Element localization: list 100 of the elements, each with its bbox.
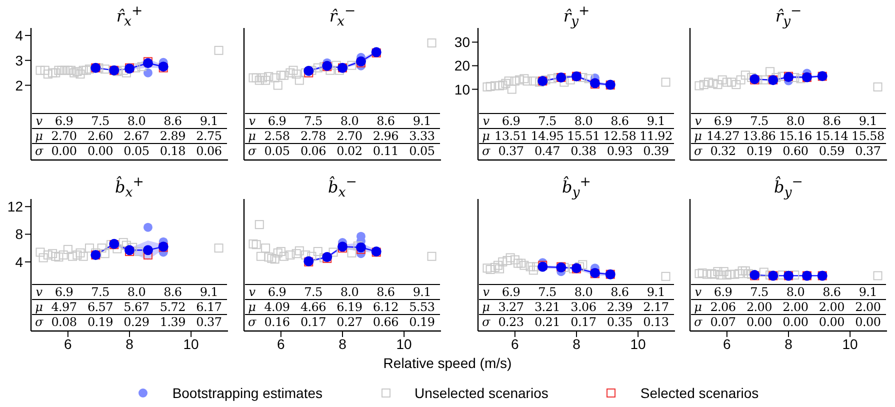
- data-label: 5.72: [158, 300, 186, 314]
- data-label: 8.6: [376, 285, 396, 299]
- data-label: 8.0: [339, 285, 360, 299]
- data-label: 14.27: [706, 129, 740, 143]
- data-label: 2.70: [336, 129, 364, 143]
- y-tick-label: σ: [692, 144, 704, 158]
- data-label: 15.14: [814, 129, 850, 143]
- data-label: 2.58: [263, 129, 291, 143]
- data-label: 2.00: [782, 300, 810, 314]
- data-label: 3.27: [497, 300, 525, 314]
- data-label: 2.89: [158, 129, 186, 143]
- data-label: 7.5: [90, 285, 110, 299]
- y-tick-label: v: [694, 285, 702, 299]
- data-label: 7.5: [90, 114, 110, 128]
- data-label: 12.58: [602, 129, 638, 143]
- x-tick-label: 10: [396, 336, 412, 352]
- x-tick-label: 10: [630, 336, 646, 352]
- y-tick-label: v: [248, 285, 256, 299]
- data-label: 7.5: [749, 114, 770, 128]
- data-label: 0.16: [263, 315, 291, 329]
- y-tick-label: μ: [481, 300, 491, 314]
- data-label: 0.02: [336, 144, 364, 158]
- data-label: 6.12: [372, 300, 400, 314]
- text: Relative speed (m/s): [382, 355, 513, 371]
- data-label: 0.29: [122, 315, 150, 329]
- y-tick-label: v: [34, 114, 44, 128]
- data-label: 4.97: [50, 300, 78, 314]
- y-tick-label: v: [248, 114, 256, 128]
- x-tick-label: 6: [723, 336, 732, 352]
- x-tick-label: 8: [572, 336, 581, 352]
- data-label: 0.32: [709, 144, 737, 158]
- data-label: 0.59: [818, 144, 846, 158]
- data-label: 0.00: [745, 315, 773, 329]
- data-label: 0.00: [86, 144, 114, 158]
- y-tick-label: σ: [246, 144, 258, 158]
- data-label: 11.92: [638, 129, 674, 143]
- data-label: 0.19: [745, 144, 773, 158]
- y-tick-label: μ: [247, 300, 257, 314]
- data-label: 1.39: [158, 315, 186, 329]
- y-tick-label: μ: [481, 129, 491, 143]
- data-label: 0.06: [299, 144, 327, 158]
- data-label: 2.00: [854, 300, 882, 314]
- y-tick-label: σ: [692, 315, 704, 329]
- data-label: 15.16: [778, 129, 813, 143]
- data-label: 0.35: [606, 315, 634, 329]
- data-label: 0.07: [709, 315, 737, 329]
- data-label: 8.0: [126, 114, 147, 128]
- y-tick-label: μ: [34, 300, 44, 314]
- data-label: 4.66: [299, 300, 327, 314]
- data-label: 0.66: [372, 315, 400, 329]
- data-label: 0.18: [158, 144, 186, 158]
- data-label: 9.1: [858, 285, 878, 299]
- y-tick-label: μ: [247, 129, 257, 143]
- data-label: 8.0: [573, 285, 594, 299]
- data-label: 0.08: [50, 315, 78, 329]
- data-label: 14.95: [530, 129, 565, 143]
- data-label: 0.19: [408, 315, 436, 329]
- legend-label: Unselected scenarios: [414, 385, 548, 401]
- y-tick-label: v: [482, 285, 490, 299]
- x-tick-label: 8: [126, 336, 134, 352]
- data-label: 13.51: [494, 129, 528, 143]
- y-tick-label: σ: [480, 144, 492, 158]
- data-label: 2.00: [818, 300, 846, 314]
- data-label: 9.1: [858, 114, 878, 128]
- data-label: 0.11: [372, 144, 400, 158]
- data-label: 6.19: [336, 300, 364, 314]
- y-tick-label: 4: [15, 27, 24, 44]
- data-label: 0.21: [533, 315, 561, 329]
- data-label: 8.0: [573, 114, 594, 128]
- data-label: 8.0: [785, 285, 806, 299]
- data-label: 8.6: [376, 114, 396, 128]
- data-label: 0.05: [122, 144, 150, 158]
- data-label: 8.0: [339, 114, 360, 128]
- data-label: 6.17: [195, 300, 223, 314]
- data-label: 2.17: [642, 300, 670, 314]
- data-label: 2.96: [372, 129, 400, 143]
- data-label: 8.6: [610, 114, 630, 128]
- data-label: 0.17: [570, 315, 598, 329]
- data-label: 6.9: [266, 285, 288, 299]
- y-tick-label: 12: [7, 198, 24, 215]
- data-label: 0.37: [854, 144, 882, 158]
- data-label: 5.53: [408, 300, 436, 314]
- legend-label: Bootstrapping estimates: [172, 385, 323, 401]
- data-label: 0.05: [408, 144, 436, 158]
- data-label: 4.09: [263, 300, 291, 314]
- y-tick-label: 10: [454, 81, 470, 98]
- data-label: 8.6: [162, 114, 183, 128]
- y-tick-label: 8: [15, 226, 24, 242]
- data-label: 0.00: [854, 315, 882, 329]
- x-tick-label: 10: [183, 336, 200, 352]
- data-label: 2.06: [709, 300, 737, 314]
- data-label: 3.21: [533, 300, 561, 314]
- data-label: 6.9: [500, 285, 522, 299]
- y-tick-label: 20: [454, 58, 470, 74]
- y-tick-label: v: [482, 114, 490, 128]
- y-tick-label: σ: [480, 315, 492, 329]
- data-label: 6.9: [500, 114, 522, 128]
- x-tick-label: 6: [277, 336, 286, 352]
- y-tick-label: σ: [246, 315, 258, 329]
- data-label: 2.60: [86, 129, 114, 143]
